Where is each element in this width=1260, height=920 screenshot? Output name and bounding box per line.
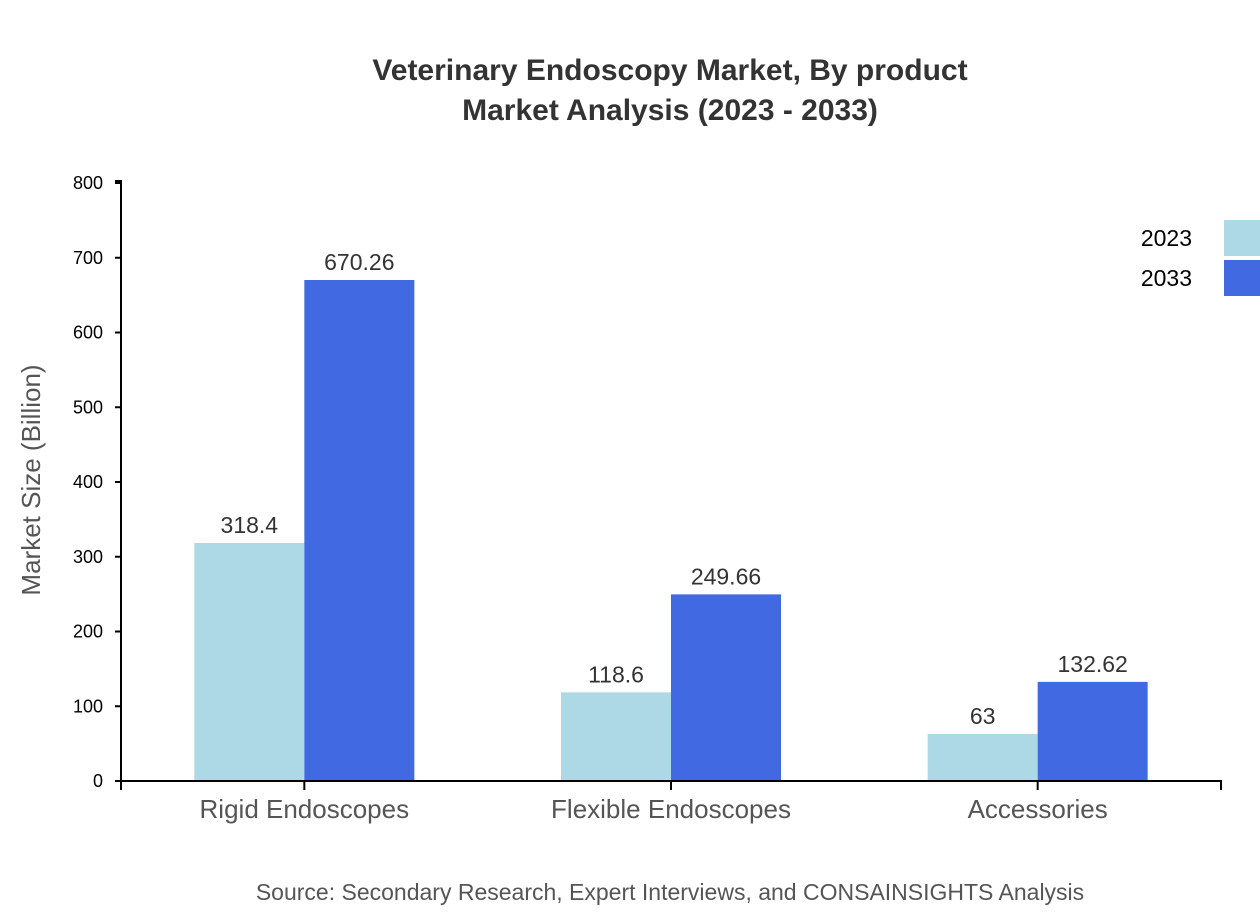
y-axis-label: Market Size (Billion)	[16, 364, 46, 595]
chart-subtitle: Market Analysis (2023 - 2033)	[462, 94, 878, 127]
svg-text:100: 100	[73, 696, 103, 716]
legend-swatch-2033	[1224, 260, 1260, 296]
svg-text:700: 700	[73, 248, 103, 268]
chart-title: Veterinary Endoscopy Market, By product	[372, 54, 967, 87]
bar-2033-0	[304, 279, 415, 781]
x-axis: Rigid Endoscopes Flexible Endoscopes Acces…	[120, 780, 1222, 824]
bar-2033-1	[671, 594, 781, 781]
y-tick: 600	[73, 323, 121, 343]
legend-swatch-2023	[1224, 220, 1260, 256]
data-label: 132.62	[1057, 651, 1127, 677]
x-tick-label: Rigid Endoscopes	[200, 794, 410, 824]
bar-2023-1	[561, 692, 671, 781]
svg-text:400: 400	[73, 472, 103, 492]
data-label: 63	[970, 703, 996, 729]
svg-text:300: 300	[73, 547, 103, 567]
y-tick: 100	[73, 696, 121, 716]
bar-2033-2	[1037, 681, 1148, 781]
bar-2023-2	[927, 733, 1038, 781]
y-tick: 200	[73, 622, 121, 642]
y-tick: 700	[73, 248, 121, 268]
y-tick: 400	[73, 472, 121, 492]
svg-text:500: 500	[73, 397, 103, 417]
legend-label: 2033	[1141, 265, 1192, 291]
x-tick-label: Flexible Endoscopes	[551, 794, 791, 824]
y-tick: 0	[93, 771, 121, 791]
data-label: 670.26	[324, 249, 394, 275]
bar-2023-0	[194, 542, 305, 781]
data-label: 318.4	[221, 512, 279, 538]
svg-text:800: 800	[73, 173, 103, 193]
y-axis: 0 100 200 300 400 500 600 700 800	[73, 173, 122, 791]
legend: 2023 2033	[1141, 220, 1260, 296]
y-tick: 800	[73, 173, 121, 193]
legend-label: 2023	[1141, 225, 1192, 251]
x-tick-label: Accessories	[968, 794, 1108, 824]
data-label: 118.6	[588, 661, 644, 687]
y-tick: 500	[73, 397, 121, 417]
svg-text:0: 0	[93, 771, 103, 791]
data-label: 249.66	[691, 563, 761, 589]
y-axis-line	[115, 180, 122, 781]
source-note: Source: Secondary Research, Expert Inter…	[256, 879, 1084, 905]
svg-text:200: 200	[73, 622, 103, 642]
y-tick: 300	[73, 547, 121, 567]
svg-text:600: 600	[73, 323, 103, 343]
